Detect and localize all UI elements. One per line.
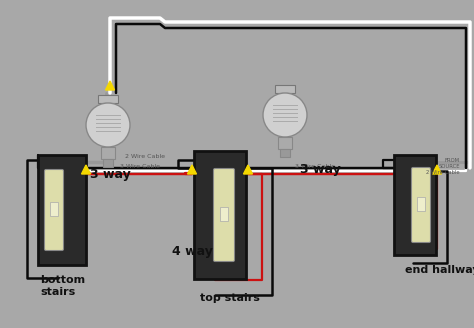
Bar	[101, 147, 115, 159]
Bar	[279, 93, 291, 101]
Text: bottom
stairs: bottom stairs	[40, 275, 85, 297]
Text: 3 Wire Cable: 3 Wire Cable	[120, 164, 160, 169]
Polygon shape	[244, 165, 253, 174]
Bar	[280, 149, 290, 157]
Bar	[275, 85, 295, 93]
Text: FROM
SOURCE
2 Wire Cable: FROM SOURCE 2 Wire Cable	[427, 158, 460, 174]
FancyBboxPatch shape	[411, 168, 430, 242]
Bar	[417, 197, 425, 211]
Polygon shape	[82, 165, 91, 174]
Text: 3 way: 3 way	[90, 168, 131, 181]
Bar	[38, 155, 86, 265]
Text: 3 way: 3 way	[300, 163, 341, 176]
Circle shape	[86, 103, 130, 147]
Text: top stairs: top stairs	[200, 293, 260, 303]
Bar	[278, 137, 292, 149]
Bar	[102, 103, 114, 111]
Polygon shape	[188, 165, 197, 174]
Text: 4 way: 4 way	[172, 245, 213, 258]
Bar	[98, 95, 118, 103]
FancyBboxPatch shape	[213, 169, 235, 261]
Text: 2 Wire Cable: 2 Wire Cable	[125, 154, 165, 159]
Text: end hallway: end hallway	[405, 265, 474, 275]
Bar	[50, 202, 58, 216]
Bar	[194, 151, 246, 279]
Bar	[220, 207, 228, 221]
Bar	[103, 159, 113, 167]
Polygon shape	[432, 165, 441, 174]
Circle shape	[263, 93, 307, 137]
Bar	[394, 155, 436, 255]
Text: 3 Wire Cable: 3 Wire Cable	[295, 164, 335, 169]
FancyBboxPatch shape	[45, 170, 64, 251]
Polygon shape	[106, 81, 115, 90]
